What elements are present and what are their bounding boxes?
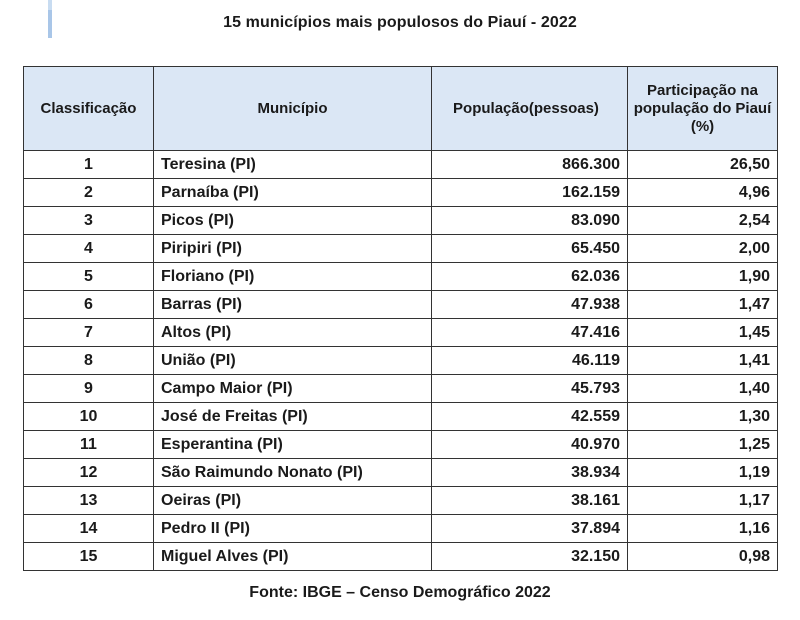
population-cell: 866.300	[431, 150, 628, 179]
share-cell: 0,98	[627, 542, 778, 571]
table-row: 15 Miguel Alves (PI) 32.150 0,98	[23, 542, 778, 571]
rank-cell: 3	[23, 206, 154, 235]
page-title: 15 municípios mais populosos do Piauí - …	[223, 14, 577, 31]
population-table: Classificação Município População(pessoa…	[23, 66, 778, 571]
table-row: 8 União (PI) 46.119 1,41	[23, 346, 778, 375]
header-share: Participação na população do Piauí (%)	[627, 66, 778, 151]
table-row: 6 Barras (PI) 47.938 1,47	[23, 290, 778, 319]
population-cell: 62.036	[431, 262, 628, 291]
rank-cell: 4	[23, 234, 154, 263]
population-cell: 42.559	[431, 402, 628, 431]
share-cell: 1,47	[627, 290, 778, 319]
source-note: Fonte: IBGE – Censo Demográfico 2022	[249, 584, 551, 601]
rank-cell: 10	[23, 402, 154, 431]
municipality-cell: São Raimundo Nonato (PI)	[153, 458, 432, 487]
municipality-cell: José de Freitas (PI)	[153, 402, 432, 431]
share-cell: 1,25	[627, 430, 778, 459]
population-cell: 47.938	[431, 290, 628, 319]
share-cell: 1,41	[627, 346, 778, 375]
rank-cell: 1	[23, 150, 154, 179]
share-cell: 1,30	[627, 402, 778, 431]
table-row: 13 Oeiras (PI) 38.161 1,17	[23, 486, 778, 515]
municipality-cell: Oeiras (PI)	[153, 486, 432, 515]
rank-cell: 5	[23, 262, 154, 291]
population-cell: 40.970	[431, 430, 628, 459]
municipality-cell: Altos (PI)	[153, 318, 432, 347]
population-cell: 83.090	[431, 206, 628, 235]
rank-cell: 9	[23, 374, 154, 403]
table-row: 1 Teresina (PI) 866.300 26,50	[23, 150, 778, 179]
population-cell: 38.161	[431, 486, 628, 515]
share-cell: 1,90	[627, 262, 778, 291]
share-cell: 1,40	[627, 374, 778, 403]
table-row: 12 São Raimundo Nonato (PI) 38.934 1,19	[23, 458, 778, 487]
share-cell: 1,16	[627, 514, 778, 543]
municipality-cell: Miguel Alves (PI)	[153, 542, 432, 571]
table-row: 9 Campo Maior (PI) 45.793 1,40	[23, 374, 778, 403]
rank-cell: 12	[23, 458, 154, 487]
population-cell: 38.934	[431, 458, 628, 487]
table-row: 4 Piripiri (PI) 65.450 2,00	[23, 234, 778, 263]
header-rank: Classificação	[23, 66, 154, 151]
rank-cell: 8	[23, 346, 154, 375]
population-cell: 37.894	[431, 514, 628, 543]
municipality-cell: União (PI)	[153, 346, 432, 375]
share-cell: 1,17	[627, 486, 778, 515]
table-row: 14 Pedro II (PI) 37.894 1,16	[23, 514, 778, 543]
rank-cell: 7	[23, 318, 154, 347]
population-cell: 47.416	[431, 318, 628, 347]
table-body: 1 Teresina (PI) 866.300 26,50 2 Parnaíba (PI)…	[23, 150, 778, 571]
share-cell: 1,19	[627, 458, 778, 487]
share-cell: 2,54	[627, 206, 778, 235]
share-cell: 26,50	[627, 150, 778, 179]
header-population: População(pessoas)	[431, 66, 628, 151]
share-cell: 4,96	[627, 178, 778, 207]
rank-cell: 13	[23, 486, 154, 515]
municipality-cell: Pedro II (PI)	[153, 514, 432, 543]
municipality-cell: Floriano (PI)	[153, 262, 432, 291]
municipality-cell: Campo Maior (PI)	[153, 374, 432, 403]
accent-bar	[48, 0, 52, 38]
table-row: 7 Altos (PI) 47.416 1,45	[23, 318, 778, 347]
table-row: 11 Esperantina (PI) 40.970 1,25	[23, 430, 778, 459]
population-cell: 46.119	[431, 346, 628, 375]
municipality-cell: Barras (PI)	[153, 290, 432, 319]
rank-cell: 6	[23, 290, 154, 319]
rank-cell: 14	[23, 514, 154, 543]
share-cell: 1,45	[627, 318, 778, 347]
municipality-cell: Parnaíba (PI)	[153, 178, 432, 207]
population-cell: 162.159	[431, 178, 628, 207]
population-cell: 65.450	[431, 234, 628, 263]
municipality-cell: Piripiri (PI)	[153, 234, 432, 263]
rank-cell: 2	[23, 178, 154, 207]
table-row: 2 Parnaíba (PI) 162.159 4,96	[23, 178, 778, 207]
municipality-cell: Teresina (PI)	[153, 150, 432, 179]
municipality-cell: Esperantina (PI)	[153, 430, 432, 459]
municipality-cell: Picos (PI)	[153, 206, 432, 235]
rank-cell: 11	[23, 430, 154, 459]
table-row: 5 Floriano (PI) 62.036 1,90	[23, 262, 778, 291]
population-cell: 45.793	[431, 374, 628, 403]
header-municipality: Município	[153, 66, 432, 151]
population-cell: 32.150	[431, 542, 628, 571]
rank-cell: 15	[23, 542, 154, 571]
table-row: 10 José de Freitas (PI) 42.559 1,30	[23, 402, 778, 431]
table-row: 3 Picos (PI) 83.090 2,54	[23, 206, 778, 235]
table-header: Classificação Município População(pessoa…	[23, 66, 778, 151]
share-cell: 2,00	[627, 234, 778, 263]
